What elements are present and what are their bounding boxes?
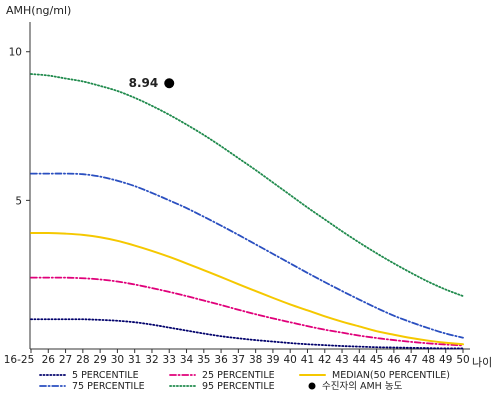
x-tick-label: 26 bbox=[42, 354, 56, 366]
series-line-median-50-percentile bbox=[30, 232, 464, 346]
x-tick-label: 36 bbox=[214, 354, 228, 366]
legend-swatch-patient-point bbox=[308, 382, 316, 390]
legend-label-5-percentile: 5 PERCENTILE bbox=[72, 370, 139, 381]
x-tick-label: 27 bbox=[59, 354, 72, 366]
series-line-75-percentile bbox=[30, 172, 464, 339]
y-tick-label: 10 bbox=[9, 47, 22, 59]
legend-label-95-percentile: 95 PERCENTILE bbox=[202, 381, 275, 392]
x-tick-label: 38 bbox=[249, 354, 262, 366]
x-tick-label: 37 bbox=[232, 354, 245, 366]
x-tick-label: 31 bbox=[128, 354, 141, 366]
series-line-25-percentile bbox=[30, 276, 464, 347]
x-tick-label: 35 bbox=[197, 354, 210, 366]
x-axis-title: 나이 bbox=[472, 356, 492, 369]
x-tick-label: 46 bbox=[387, 354, 401, 366]
x-tick-label: 32 bbox=[145, 354, 158, 366]
x-tick-label: 30 bbox=[111, 354, 124, 366]
x-tick-label: 48 bbox=[422, 354, 435, 366]
x-tick-label: 49 bbox=[439, 354, 452, 366]
x-tick-label: 29 bbox=[93, 354, 106, 366]
y-tick-label: 5 bbox=[15, 195, 22, 207]
x-tick-label: 39 bbox=[266, 354, 279, 366]
x-axis-ticks: 16-25 26 27 28 29 30 31 32 33 34 35 36 37 38 39 40 41 42 4… bbox=[4, 349, 470, 366]
series-line-95-percentile bbox=[30, 73, 464, 297]
x-tick-label: 45 bbox=[370, 354, 383, 366]
legend: 5 PERCENTILE 25 PERCENTILE MEDIAN(50 PERCE… bbox=[39, 370, 450, 392]
patient-amh-value-label: 8.94 bbox=[129, 76, 159, 90]
x-tick-label: 28 bbox=[76, 354, 89, 366]
x-tick-label: 44 bbox=[353, 354, 367, 366]
x-tick-label: 33 bbox=[163, 354, 176, 366]
patient-amh-point bbox=[164, 78, 175, 89]
x-tick-label: 41 bbox=[301, 354, 314, 366]
y-axis-ticks: 5 10 bbox=[9, 47, 30, 207]
legend-label-75-percentile: 75 PERCENTILE bbox=[72, 381, 145, 392]
legend-label-25-percentile: 25 PERCENTILE bbox=[202, 370, 275, 381]
x-tick-label: 16-25 bbox=[4, 354, 35, 366]
series-line-5-percentile bbox=[30, 318, 464, 350]
x-tick-label: 50 bbox=[456, 354, 469, 366]
x-tick-label: 40 bbox=[284, 354, 297, 366]
y-axis-title: AMH(ng/ml) bbox=[6, 4, 71, 17]
patient-point: 8.94 bbox=[129, 76, 175, 90]
x-tick-label: 47 bbox=[404, 354, 417, 366]
x-tick-label: 43 bbox=[335, 354, 348, 366]
series-lines bbox=[30, 73, 464, 350]
legend-label-patient-point: 수진자의 AMH 농도 bbox=[322, 381, 403, 392]
x-tick-label: 34 bbox=[180, 354, 194, 366]
legend-label-median-50-percentile: MEDIAN(50 PERCENTILE) bbox=[332, 370, 450, 381]
x-tick-label: 42 bbox=[318, 354, 331, 366]
